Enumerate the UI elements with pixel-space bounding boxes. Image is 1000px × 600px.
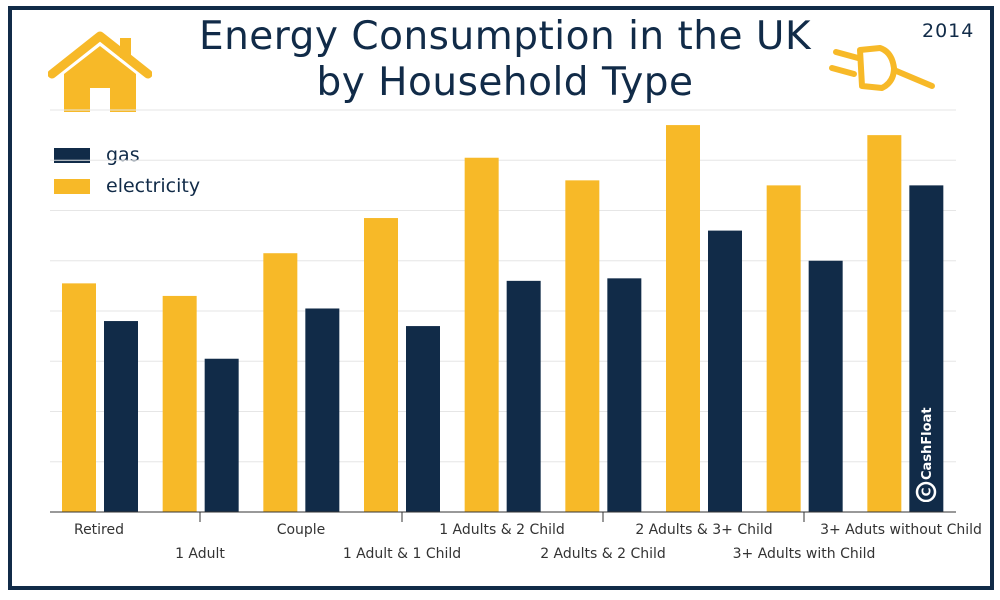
title-line-1: Energy Consumption in the UK <box>198 14 812 59</box>
bar-gas-2 <box>305 308 340 512</box>
x-tick-label-8: 3+ Aduts without Child <box>820 522 982 538</box>
legend-electricity: electricity <box>54 175 200 197</box>
title-line-2: by Household Type <box>316 60 694 105</box>
x-tick-label-1: 1 Adult <box>175 546 225 562</box>
x-tick-label-4: 1 Adults & 2 Child <box>439 522 565 538</box>
plug-icon <box>829 45 935 91</box>
legend-electricity-label: electricity <box>106 175 201 197</box>
bar-gas-7 <box>808 260 843 512</box>
chart-title: Energy Consumption in the UK by Househol… <box>150 14 860 106</box>
bar-gas-8 <box>909 185 944 512</box>
bar-gas-1 <box>204 358 239 512</box>
x-tick-label-5: 2 Adults & 2 Child <box>540 546 666 562</box>
legend-gas-swatch <box>54 147 90 163</box>
cashfloat-logo-icon: C CashFloat <box>915 407 937 502</box>
bar-electricity-3 <box>364 218 398 512</box>
bar-gas-5 <box>607 278 642 512</box>
bar-electricity-7 <box>766 185 801 512</box>
plug-cord <box>891 67 935 89</box>
bar-electricity-6 <box>666 125 700 512</box>
x-tick-label-7: 3+ Adults with Child <box>733 546 876 562</box>
house-icon <box>48 31 152 112</box>
house-chimney <box>120 38 131 58</box>
legend-electricity-swatch <box>54 178 90 194</box>
bar-gas-3 <box>406 326 440 512</box>
house-body <box>64 46 136 112</box>
house-roof <box>48 31 152 79</box>
bar-gas-6 <box>708 230 742 512</box>
x-tick-label-3: 1 Adult & 1 Child <box>343 546 461 562</box>
year-label: 2014 <box>922 20 975 42</box>
plug-prong-bottom <box>829 65 857 77</box>
bar-electricity-4 <box>464 157 499 513</box>
x-tick-label-0: Retired <box>74 522 124 538</box>
plug-prong-top <box>833 49 861 61</box>
bar-electricity-8 <box>867 135 902 512</box>
brand-name: CashFloat <box>920 407 935 480</box>
bar-electricity-5 <box>565 180 600 512</box>
bar-electricity-0 <box>62 283 96 512</box>
bar-gas-4 <box>506 280 541 512</box>
x-tick-label-2: Couple <box>277 522 326 538</box>
x-tick-label-6: 2 Adults & 3+ Child <box>635 522 772 538</box>
svg-text:C: C <box>920 487 934 496</box>
bar-electricity-1 <box>162 295 197 512</box>
bar-gas-0 <box>104 321 138 512</box>
bar-electricity-2 <box>263 253 298 512</box>
